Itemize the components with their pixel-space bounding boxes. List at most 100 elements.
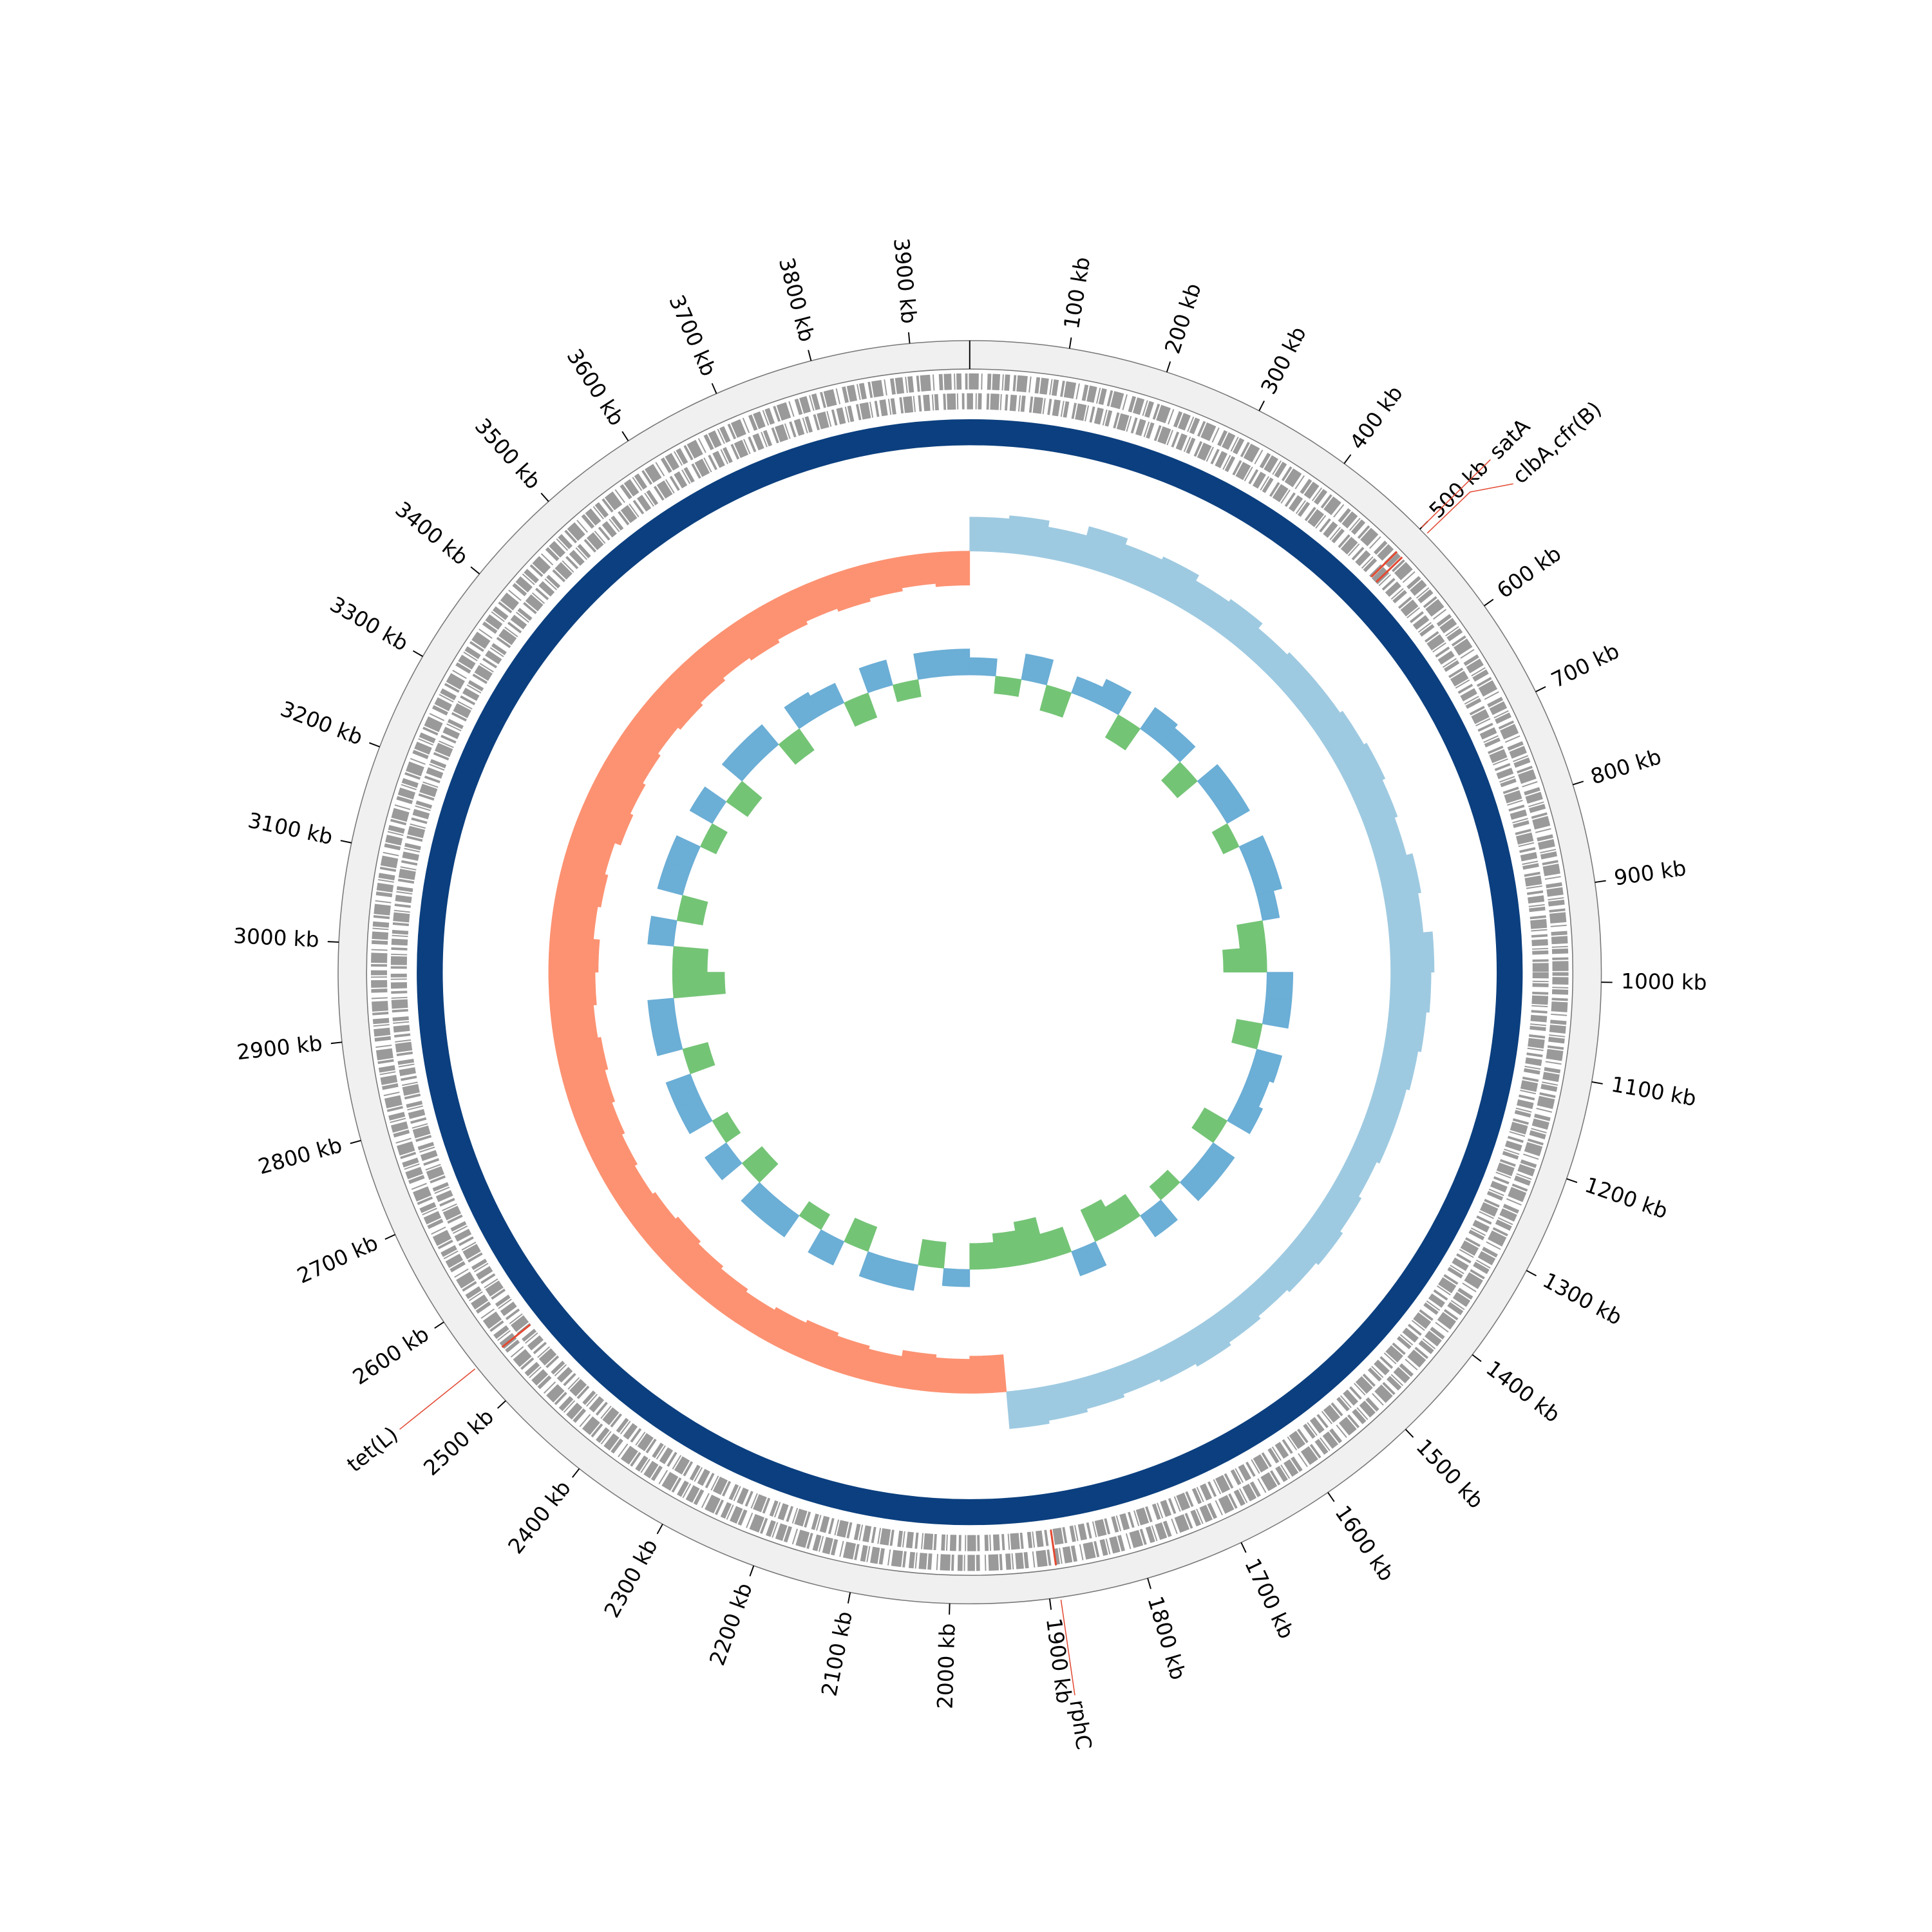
- gc-skew-bar: [548, 935, 600, 973]
- tick-label: 1400 kb: [1481, 1356, 1564, 1428]
- gc-skew-bar: [554, 1037, 609, 1082]
- gc-content-bar: [741, 1146, 779, 1183]
- gc-skew-bar: [549, 1005, 598, 1046]
- tick-mark: [1258, 401, 1265, 412]
- gc-skew-bar: [1388, 931, 1435, 973]
- gc-content-bar: [705, 1142, 743, 1180]
- gene-label: tet(L): [343, 1422, 403, 1477]
- tick-label: 3100 kb: [246, 808, 335, 849]
- tick-label: 300 kb: [1256, 323, 1311, 398]
- tick-mark: [572, 1468, 580, 1478]
- tick-mark: [808, 350, 812, 361]
- gc-content-bar: [778, 728, 815, 765]
- gc-skew-bar: [1384, 1009, 1427, 1052]
- gc-content-bar: [969, 657, 998, 677]
- tick-mark: [1566, 1178, 1578, 1183]
- forward-genes: [370, 373, 1569, 1571]
- tick-mark: [1591, 1081, 1603, 1084]
- gene-label: rphC: [1065, 1698, 1096, 1751]
- tick-mark: [1343, 454, 1352, 464]
- gc-content-bar: [651, 1023, 683, 1056]
- gc-skew-bar: [860, 557, 903, 599]
- gene-marker: [501, 1323, 531, 1349]
- tick-mark: [330, 1041, 343, 1045]
- tick-label: 2400 kb: [504, 1476, 576, 1558]
- tick-label: 3600 kb: [562, 345, 629, 430]
- gc-content-bar: [844, 1217, 878, 1252]
- gc-skew-bar: [1350, 779, 1398, 829]
- tick-mark: [1147, 1578, 1151, 1589]
- gc-content-bar: [1231, 1019, 1263, 1050]
- gc-skew-bar: [791, 1320, 839, 1368]
- tick-mark: [847, 1592, 851, 1604]
- gc-content-bar: [665, 1073, 701, 1110]
- tick-label: 1200 kb: [1582, 1173, 1671, 1224]
- gc-content-bar: [1161, 761, 1198, 799]
- gc-content-bar: [892, 679, 922, 703]
- tick-label: 1300 kb: [1539, 1268, 1625, 1330]
- gc-skew-bar: [647, 1217, 701, 1271]
- gc-skew-bar: [647, 674, 703, 730]
- tick-label: 3000 kb: [232, 923, 319, 952]
- gc-skew-bar: [548, 972, 597, 1010]
- tick-label: 3700 kb: [664, 291, 721, 379]
- gc-content-bar: [726, 781, 762, 817]
- gc-content-bar: [676, 895, 708, 925]
- gc-content-bar: [992, 1230, 1022, 1269]
- tick-mark: [1526, 1269, 1537, 1276]
- tick-mark: [1535, 686, 1546, 692]
- gc-skew-bar: [1376, 853, 1421, 900]
- gc-content-bar: [712, 1112, 741, 1143]
- tick-mark: [412, 650, 423, 658]
- tick-label: 1700 kb: [1240, 1555, 1299, 1643]
- gc-skew-bar: [1180, 1316, 1231, 1367]
- tick-label: 3200 kb: [277, 696, 366, 750]
- gc-content-bar: [741, 1182, 779, 1220]
- tick-label: 1900 kb: [1041, 1616, 1077, 1705]
- gc-content-bar: [1013, 1217, 1047, 1265]
- tick-label: 2300 kb: [600, 1535, 663, 1622]
- gc-skew-bar: [1211, 599, 1263, 650]
- tick-mark: [1068, 337, 1072, 349]
- gc-content-bar: [1179, 1162, 1218, 1202]
- tick-label: 2500 kb: [419, 1405, 499, 1481]
- gc-skew-bar: [1376, 1045, 1419, 1091]
- tick-mark: [907, 332, 911, 344]
- gc-content-bar: [844, 692, 878, 727]
- tick-mark: [1048, 1598, 1052, 1610]
- gc-skew-bar: [1078, 526, 1128, 577]
- tick-mark: [621, 431, 629, 442]
- gc-skew-bar: [1334, 743, 1386, 795]
- gc-skew-bar: [969, 1354, 1007, 1394]
- gc-content-bar: [1021, 653, 1054, 686]
- tick-label: 600 kb: [1493, 542, 1566, 603]
- gc-content-bar: [1248, 1048, 1283, 1083]
- tick-label: 3900 kb: [889, 237, 921, 325]
- gc-content-bar: [647, 998, 677, 1029]
- gc-skew-bar: [1147, 556, 1200, 608]
- tick-label: 2800 kb: [256, 1133, 345, 1179]
- gc-content-bar: [1222, 945, 1267, 973]
- tick-mark: [656, 1524, 663, 1535]
- gc-skew-bar: [1292, 1213, 1343, 1265]
- gene-leader: [1060, 1599, 1075, 1696]
- tick-mark: [340, 840, 352, 844]
- gene-leader: [1421, 459, 1491, 528]
- tick-label: 3500 kb: [470, 413, 545, 494]
- gc-content-bar: [858, 659, 893, 694]
- gc-content-bar: [741, 724, 779, 762]
- gc-skew-bar: [604, 730, 661, 784]
- gc-skew-bar: [554, 862, 609, 908]
- gc-skew-bar: [825, 565, 871, 612]
- tick-mark: [1484, 598, 1494, 607]
- gc-content-bar: [699, 823, 728, 855]
- tick-mark: [1166, 361, 1171, 373]
- gc-skew-bar: [1006, 1387, 1050, 1429]
- tick-mark: [384, 1234, 396, 1240]
- tick-mark: [1405, 1428, 1414, 1438]
- gc-content-bar: [682, 1042, 715, 1074]
- gc-skew-bar: [1388, 972, 1432, 1013]
- gc-content-bar: [784, 692, 822, 730]
- tick-label: 900 kb: [1613, 856, 1688, 891]
